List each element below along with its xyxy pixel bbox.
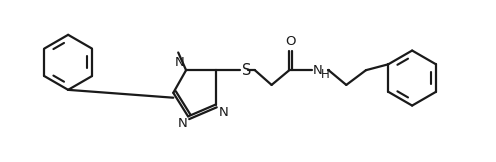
Text: N: N <box>313 64 322 77</box>
Text: N: N <box>177 117 187 130</box>
Text: H: H <box>321 68 329 81</box>
Text: O: O <box>285 35 296 48</box>
Text: N: N <box>175 56 184 69</box>
Text: S: S <box>242 63 251 78</box>
Text: N: N <box>219 106 228 119</box>
